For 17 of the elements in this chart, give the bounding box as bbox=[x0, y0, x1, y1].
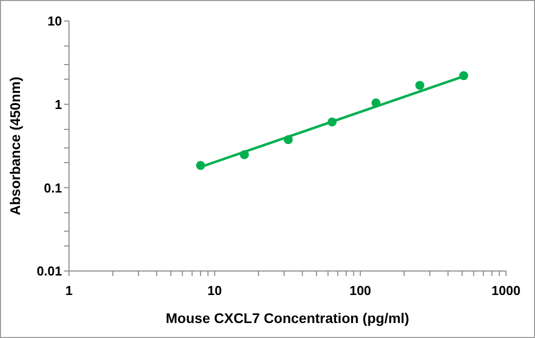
x-axis-title: Mouse CXCL7 Concentration (pg/ml) bbox=[166, 310, 410, 326]
point bbox=[415, 80, 424, 90]
point bbox=[196, 160, 206, 170]
point bbox=[371, 98, 380, 108]
y-tick-label: 10 bbox=[48, 14, 62, 29]
point bbox=[459, 71, 468, 80]
x-tick-label: 10 bbox=[207, 283, 222, 298]
x-tick-label: 1 bbox=[65, 283, 73, 298]
point bbox=[284, 135, 293, 144]
x-tick-label: 1000 bbox=[492, 283, 520, 298]
y-tick-label: 1 bbox=[54, 96, 62, 112]
y-axis-title: Absorbance (450nm) bbox=[6, 76, 23, 216]
x-tick-label: 100 bbox=[349, 283, 372, 298]
y-tick-label: 0.1 bbox=[44, 180, 62, 196]
point bbox=[328, 117, 337, 126]
point bbox=[240, 150, 249, 160]
y-tick-label: 0.01 bbox=[36, 264, 62, 279]
